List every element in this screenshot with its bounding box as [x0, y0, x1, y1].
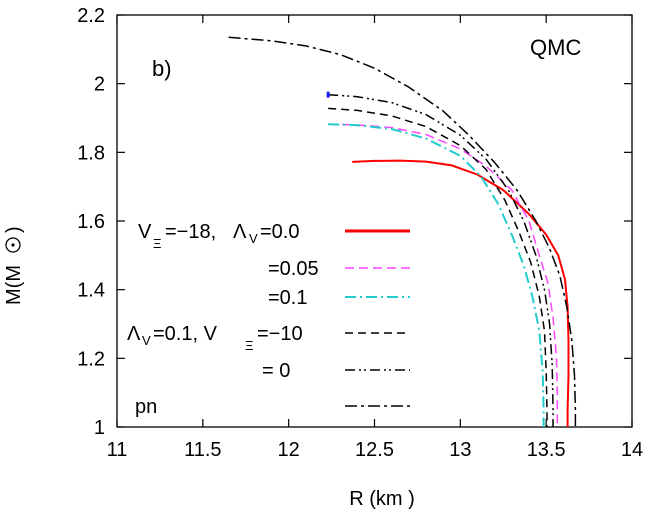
legend-entry-6-text: pn: [135, 396, 157, 418]
legend: VΞ=−18, Λ V =0.0=0.05=0.1Λ V =0.1, VΞ=−10= 0p…: [127, 221, 410, 418]
panel-label: b): [152, 56, 172, 81]
legend-entry-1-text: =−18,: [165, 221, 216, 243]
y-tick-label: 1.6: [77, 211, 105, 233]
legend-entry-4-sub: V: [142, 333, 151, 348]
legend-entry-1-sub: Ξ: [153, 236, 161, 251]
series-line-6: [228, 36, 577, 427]
series-line-1: [352, 159, 570, 427]
sun-symbol-circle: [5, 237, 21, 253]
x-tick-label: 11.5: [184, 439, 221, 461]
axis-ticks: 11 11.5 12 12.5 13 13.5 14 1 1.2 1.4 1.6 1.8 2 2.2: [77, 5, 643, 461]
model-label: QMC: [530, 35, 581, 60]
y-tick-label: 1: [94, 417, 105, 439]
x-axis-label: R (km ): [349, 488, 415, 510]
x-tick-label: 13: [449, 439, 471, 461]
y-tick-label: 1.4: [77, 280, 105, 302]
y-axis-label-text: M(M: [3, 265, 25, 305]
sun-symbol-dot: [11, 243, 15, 247]
y-tick-label: 2: [94, 74, 105, 96]
legend-entry-5-text: = 0: [262, 360, 290, 382]
legend-entry-1-sub2: V: [249, 231, 258, 246]
series-group: [228, 36, 577, 427]
legend-entry-1-text2: =0.0: [260, 221, 299, 243]
legend-entry-3-text: =0.1: [268, 287, 307, 309]
legend-entry-2-text: =0.05: [268, 258, 319, 280]
legend-entry-4-sub2: Ξ: [245, 338, 253, 353]
x-tick-label: 14: [621, 439, 643, 461]
x-tick-label: 13.5: [527, 439, 566, 461]
legend-entry-4-symbol: Λ: [127, 323, 141, 345]
legend-entry-4-text: =0.1, V: [153, 323, 218, 345]
y-axis-label-close-paren: ): [3, 226, 25, 233]
x-tick-label: 12.5: [355, 439, 394, 461]
x-tick-label: 12: [278, 439, 300, 461]
series-line-3: [328, 123, 545, 427]
series-line-4: [328, 107, 548, 427]
legend-entry-4-text2: =−10: [257, 323, 303, 345]
series-line-5: [328, 93, 554, 427]
y-axis-label: M(M ): [3, 226, 25, 305]
legend-entry-1-symbol2: Λ: [233, 221, 247, 243]
y-tick-label: 1.8: [77, 142, 105, 164]
legend-entry-1-symbol: V: [138, 221, 152, 243]
series-line-2: [328, 123, 559, 427]
y-tick-label: 1.2: [77, 348, 105, 370]
y-tick-label: 2.2: [77, 5, 105, 27]
x-tick-label: 11: [107, 439, 128, 461]
